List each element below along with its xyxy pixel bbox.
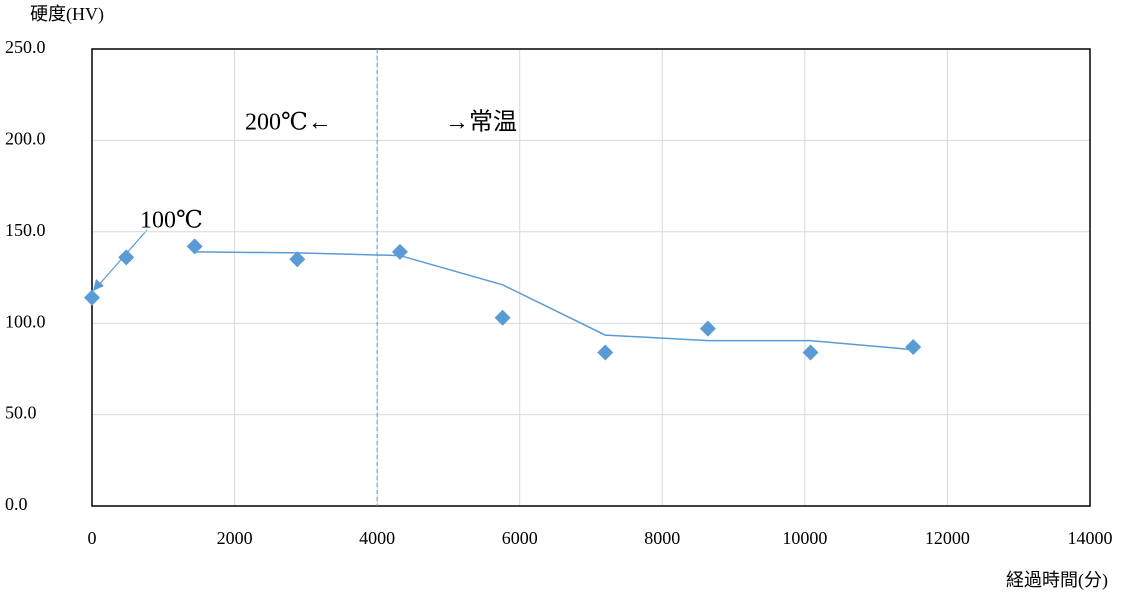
point [494, 309, 511, 326]
y-axis-title: 硬度(HV) [30, 4, 104, 25]
point [118, 249, 135, 266]
x-tick-label: 14000 [1068, 528, 1113, 548]
point [905, 338, 922, 355]
y-tick-label: 50.0 [5, 403, 37, 423]
y-tick-label: 250.0 [5, 37, 46, 57]
y-tick-label: 100.0 [5, 311, 46, 331]
x-tick-label: 2000 [217, 528, 253, 548]
x-axis-title: 経過時間(分) [1006, 570, 1108, 591]
point [84, 289, 100, 306]
y-tick-label: 150.0 [5, 220, 46, 240]
trend-line [194, 251, 914, 351]
y-tick-label: 200.0 [5, 129, 46, 149]
y-tick-label: 0.0 [5, 494, 28, 514]
x-tick-label: 6000 [502, 528, 538, 548]
point [699, 320, 716, 337]
point [802, 344, 819, 361]
point [186, 238, 203, 255]
x-tick-label: 0 [88, 528, 97, 548]
point [289, 251, 306, 268]
plot-border [91, 48, 1091, 507]
x-tick-label: 4000 [359, 528, 395, 548]
point [597, 344, 614, 361]
annotation: 200℃← [245, 110, 332, 136]
arrow-head [93, 279, 104, 291]
x-tick-label: 8000 [644, 528, 680, 548]
x-tick-label: 10000 [782, 528, 827, 548]
annotation: →常温 [445, 109, 517, 136]
annotation: 100℃ [140, 208, 203, 234]
x-tick-label: 12000 [925, 528, 970, 548]
